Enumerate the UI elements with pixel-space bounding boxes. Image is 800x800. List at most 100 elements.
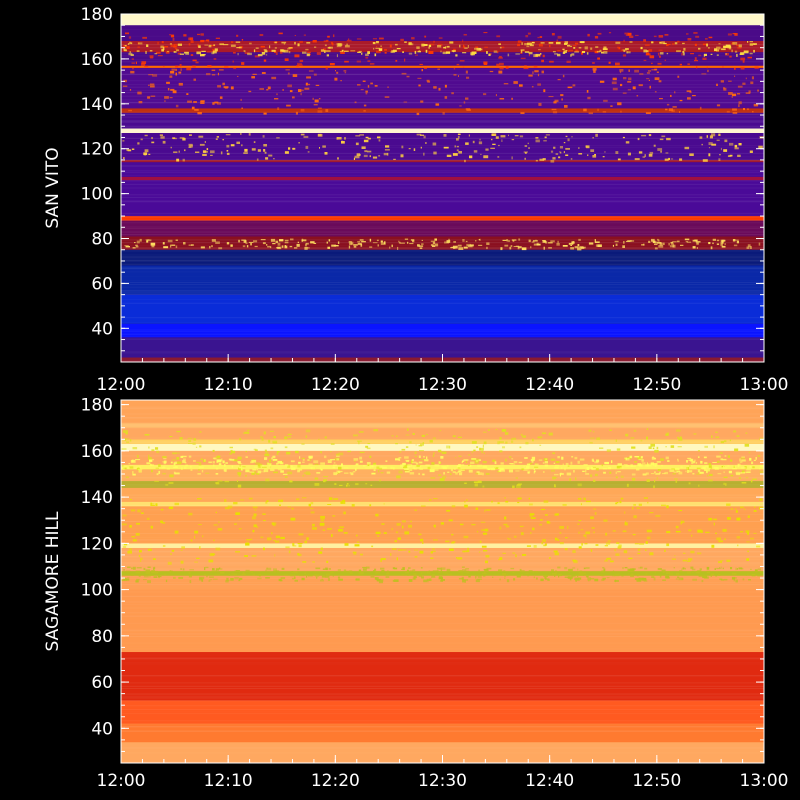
speckle	[274, 47, 277, 49]
speckle	[475, 507, 479, 510]
speckle	[280, 50, 283, 54]
speckle	[267, 245, 271, 248]
speckle	[564, 548, 568, 551]
speckle	[261, 466, 267, 468]
speckle	[167, 239, 173, 243]
speckle	[170, 34, 175, 38]
speckle	[739, 461, 743, 463]
speckle	[622, 567, 624, 570]
speckle	[331, 42, 334, 46]
speckle	[247, 52, 252, 56]
speckle	[383, 503, 385, 505]
speckle	[189, 569, 194, 571]
speckle	[645, 472, 649, 475]
x-tick-label: 12:00	[97, 771, 146, 791]
speckle	[393, 467, 395, 470]
speckle	[122, 140, 125, 142]
speckle	[144, 434, 150, 436]
speckle	[723, 87, 725, 90]
speckle	[197, 473, 201, 475]
speckle	[299, 469, 303, 471]
speckle	[287, 48, 291, 50]
streak-line	[121, 242, 764, 244]
speckle	[579, 246, 584, 248]
speckle	[679, 436, 682, 439]
speckle	[273, 436, 276, 439]
speckle	[535, 239, 537, 242]
speckle	[684, 146, 690, 150]
speckle	[752, 466, 755, 469]
speckle	[418, 574, 422, 577]
speckle	[300, 133, 305, 136]
spectrum-band	[121, 112, 764, 129]
streak-line	[121, 102, 764, 104]
speckle	[324, 50, 326, 53]
speckle	[657, 238, 659, 241]
speckle	[262, 513, 266, 515]
speckle	[543, 575, 548, 577]
speckle	[373, 462, 376, 466]
speckle	[463, 535, 469, 539]
speckle	[132, 459, 134, 463]
speckle	[732, 93, 737, 97]
speckle	[151, 469, 153, 473]
speckle	[429, 469, 435, 473]
speckle	[721, 241, 724, 244]
speckle	[147, 96, 151, 99]
speckle	[559, 526, 564, 529]
speckle	[757, 89, 759, 92]
speckle	[143, 152, 148, 156]
speckle	[201, 470, 204, 473]
speckle	[488, 429, 490, 431]
x-tick-label: 12:20	[311, 771, 360, 791]
speckle	[340, 80, 342, 82]
speckle	[284, 245, 288, 249]
speckle	[684, 567, 686, 570]
speckle	[430, 551, 433, 554]
speckle	[534, 466, 539, 468]
speckle	[152, 558, 156, 560]
speckle	[646, 72, 650, 74]
speckle	[295, 450, 299, 454]
speckle	[585, 469, 587, 473]
speckle	[479, 447, 484, 451]
speckle	[586, 145, 590, 149]
speckle	[679, 99, 683, 102]
speckle	[457, 436, 462, 438]
speckle	[169, 436, 173, 438]
speckle	[142, 36, 147, 39]
speckle	[574, 577, 579, 580]
speckle	[363, 110, 366, 112]
speckle	[592, 155, 597, 158]
streak-line	[121, 553, 764, 554]
streak-line	[121, 267, 764, 269]
speckle	[634, 543, 639, 545]
streak-line	[121, 654, 764, 655]
speckle	[753, 510, 757, 512]
speckle	[307, 247, 310, 249]
speckle	[286, 104, 291, 107]
speckle	[184, 462, 187, 464]
speckle	[626, 483, 629, 487]
speckle	[418, 84, 421, 87]
speckle	[688, 470, 693, 473]
speckle	[339, 50, 344, 53]
speckle	[749, 43, 754, 46]
speckle	[659, 41, 662, 44]
speckle	[472, 140, 475, 144]
speckle	[631, 473, 636, 476]
speckle	[199, 546, 201, 549]
speckle	[469, 155, 473, 159]
speckle	[198, 463, 202, 466]
speckle	[702, 43, 708, 46]
speckle	[544, 464, 549, 467]
speckle	[544, 461, 548, 464]
streak-line	[121, 630, 764, 632]
speckle	[724, 139, 728, 143]
speckle	[638, 84, 643, 87]
streak-line	[121, 629, 764, 630]
speckle	[414, 455, 417, 458]
speckle	[165, 483, 169, 486]
streak-line	[121, 584, 764, 586]
speckle	[167, 88, 170, 91]
